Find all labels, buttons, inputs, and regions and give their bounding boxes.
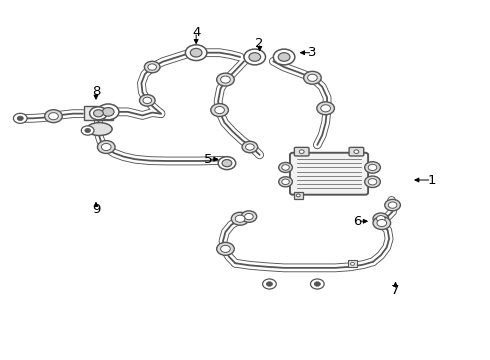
Circle shape — [279, 177, 293, 187]
Circle shape — [377, 220, 387, 226]
Circle shape — [368, 164, 377, 171]
Circle shape — [308, 74, 317, 81]
FancyBboxPatch shape — [294, 147, 309, 156]
Circle shape — [185, 45, 207, 60]
Text: 9: 9 — [92, 203, 100, 216]
Circle shape — [85, 129, 91, 132]
Circle shape — [98, 104, 119, 120]
Circle shape — [102, 108, 114, 116]
Circle shape — [279, 162, 293, 172]
Circle shape — [13, 113, 27, 123]
Circle shape — [217, 73, 234, 86]
Circle shape — [317, 102, 334, 115]
Bar — [347, 260, 357, 267]
Circle shape — [282, 179, 289, 185]
Circle shape — [282, 165, 289, 170]
Circle shape — [263, 279, 276, 289]
Circle shape — [215, 107, 224, 114]
Text: 3: 3 — [308, 46, 317, 59]
Circle shape — [273, 49, 295, 65]
Circle shape — [249, 53, 261, 61]
Circle shape — [314, 282, 320, 286]
Circle shape — [222, 159, 232, 167]
Circle shape — [231, 212, 249, 225]
Text: 5: 5 — [204, 153, 213, 166]
Circle shape — [220, 76, 230, 83]
Circle shape — [354, 150, 359, 153]
Circle shape — [350, 262, 354, 265]
Circle shape — [321, 105, 330, 112]
Circle shape — [45, 110, 62, 123]
Circle shape — [296, 194, 300, 197]
Circle shape — [241, 211, 257, 222]
Circle shape — [98, 140, 115, 153]
Text: 7: 7 — [391, 284, 400, 297]
Text: 8: 8 — [92, 85, 100, 98]
Circle shape — [49, 113, 58, 120]
Circle shape — [148, 64, 156, 70]
Circle shape — [218, 157, 236, 170]
Bar — [84, 106, 113, 121]
Circle shape — [373, 213, 389, 225]
Circle shape — [245, 213, 253, 220]
Circle shape — [373, 217, 391, 229]
FancyBboxPatch shape — [349, 147, 364, 156]
Circle shape — [94, 110, 103, 117]
Circle shape — [190, 48, 202, 57]
Circle shape — [311, 279, 324, 289]
Circle shape — [376, 216, 385, 222]
FancyBboxPatch shape — [290, 153, 368, 195]
Circle shape — [81, 126, 94, 135]
Circle shape — [299, 150, 304, 153]
Text: 4: 4 — [192, 26, 200, 39]
Circle shape — [235, 215, 245, 222]
Circle shape — [365, 162, 380, 173]
Circle shape — [244, 49, 266, 65]
Circle shape — [368, 179, 377, 185]
Circle shape — [101, 143, 111, 150]
Circle shape — [267, 282, 272, 286]
Ellipse shape — [87, 123, 112, 135]
Circle shape — [140, 95, 155, 106]
Circle shape — [211, 104, 228, 117]
Circle shape — [17, 116, 24, 121]
Text: 2: 2 — [255, 36, 264, 50]
Circle shape — [385, 199, 400, 211]
Text: 6: 6 — [353, 215, 362, 228]
Circle shape — [90, 107, 107, 120]
Circle shape — [278, 53, 290, 61]
Circle shape — [242, 141, 258, 153]
Circle shape — [145, 61, 160, 73]
Bar — [294, 192, 303, 199]
Circle shape — [217, 242, 234, 255]
Circle shape — [245, 144, 254, 150]
Circle shape — [220, 245, 230, 252]
Circle shape — [388, 202, 397, 208]
Text: 1: 1 — [427, 174, 436, 186]
Circle shape — [304, 71, 321, 84]
Circle shape — [143, 97, 151, 104]
Circle shape — [365, 176, 380, 188]
